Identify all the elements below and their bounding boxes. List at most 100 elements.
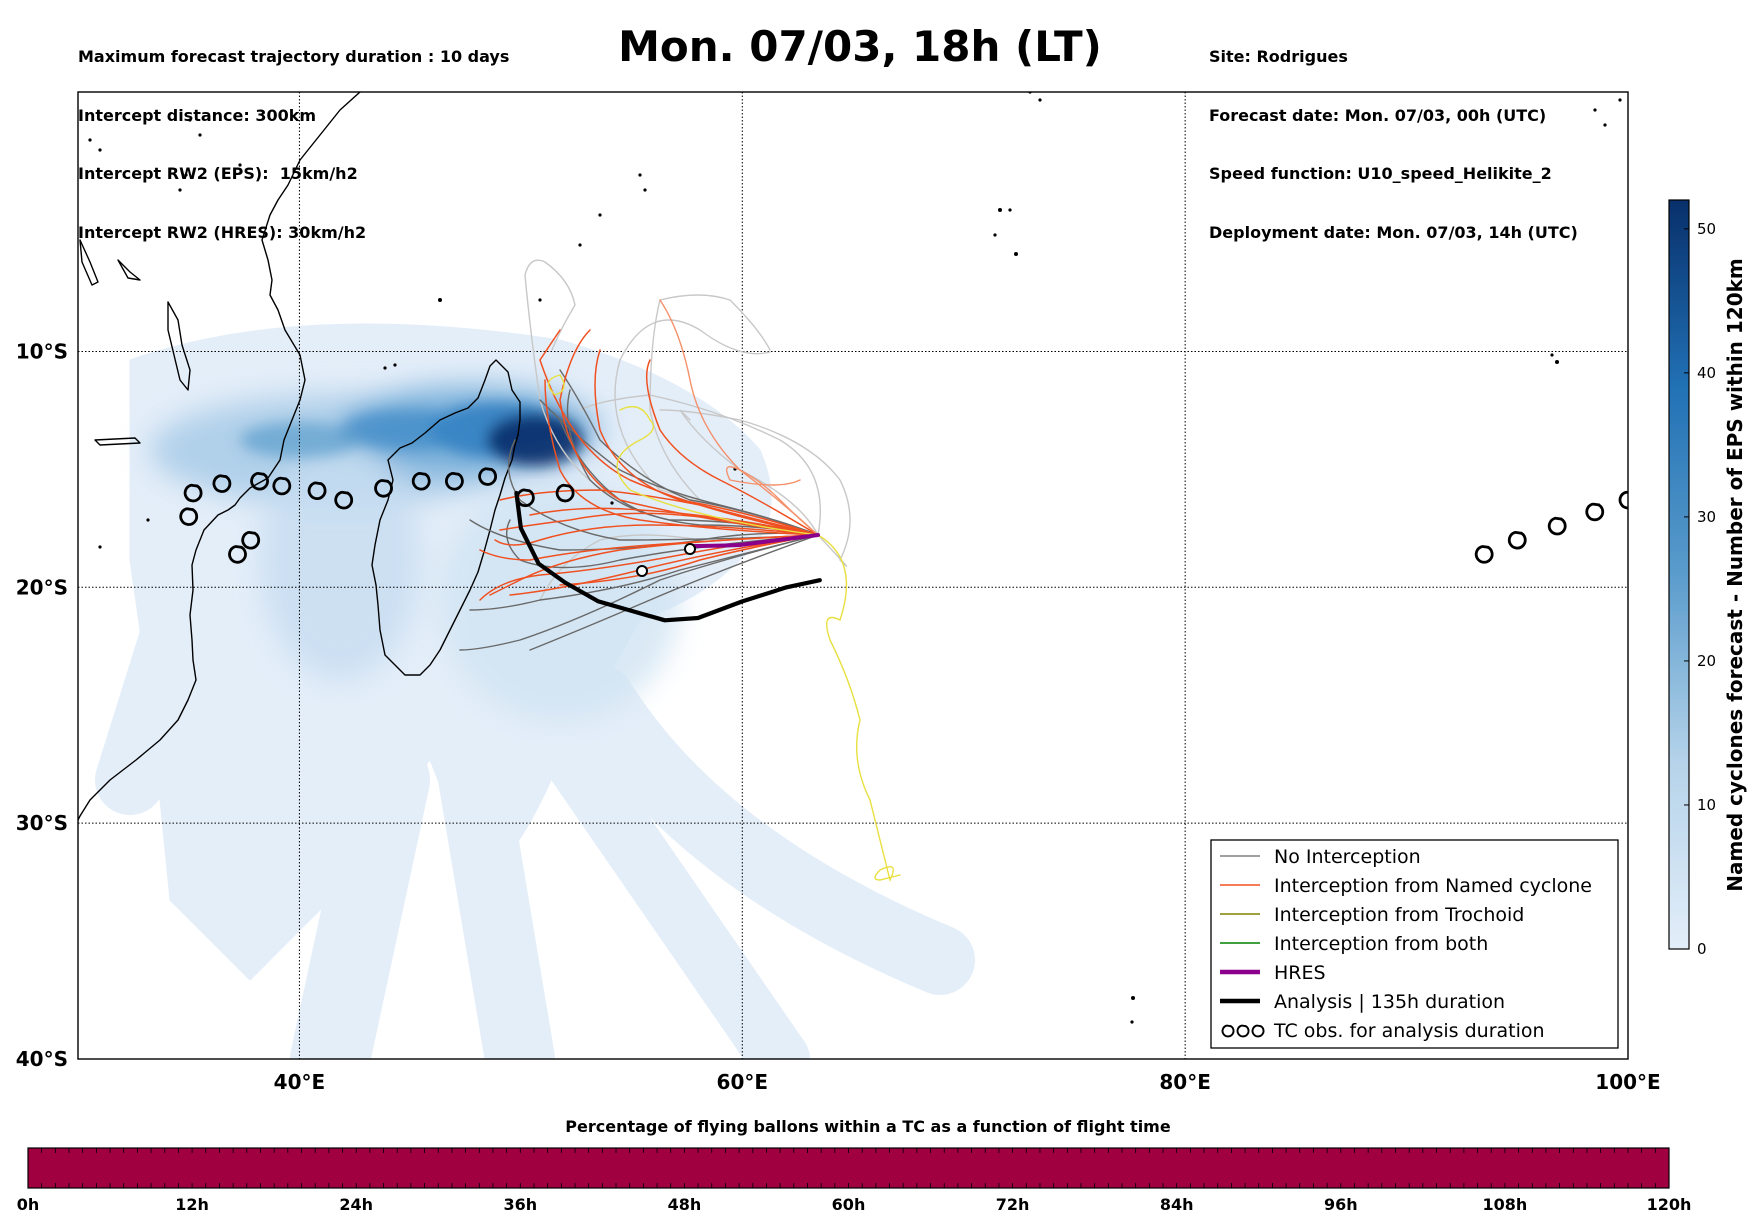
legend-entry: Analysis | 135h duration	[1220, 991, 1505, 1013]
island-coastline	[167, 301, 191, 391]
lon-tick-label: 60°E	[717, 1070, 769, 1094]
tc-obs-symbol	[515, 488, 535, 508]
legend-entry: HRES	[1220, 962, 1326, 984]
colorbar-tick-label: 40	[1697, 364, 1716, 382]
hres-endpoints	[636, 543, 696, 577]
legend-entry: Interception from Named cyclone	[1220, 875, 1592, 897]
header-right-line: Site: Rodrigues	[1209, 47, 1348, 66]
tc-obs-symbol	[374, 479, 393, 498]
africa-coastline	[78, 92, 361, 821]
latitude-tick-labels: 10°S 20°S 30°S 40°S	[16, 339, 68, 1071]
colorbar-label: Named cyclones forecast - Number of EPS …	[1723, 258, 1747, 892]
flight-time-tick-label: 48h	[668, 1195, 702, 1214]
header-right-line: Speed function: U10_speed_Helikite_2	[1209, 164, 1552, 183]
lat-tick-label: 20°S	[16, 575, 68, 599]
header-left-line: Intercept RW2 (EPS): 15km/h2	[78, 164, 358, 183]
tc-obs-symbol	[1507, 531, 1527, 550]
tc-obs-symbol	[478, 467, 497, 486]
lat-tick-label: 10°S	[16, 339, 68, 363]
header-left-line: Intercept distance: 300km	[78, 105, 317, 125]
colorbar-tick-label: 20	[1697, 652, 1716, 670]
island-coastline	[79, 239, 99, 286]
flight-time-tick-label: 12h	[175, 1195, 209, 1214]
longitude-tick-labels: 40°E 60°E 80°E 100°E	[274, 1070, 1661, 1094]
flight-time-tick-label: 0h	[17, 1195, 40, 1214]
flight-time-bar: Percentage of flying ballons within a TC…	[17, 1117, 1692, 1214]
legend-label: Interception from both	[1274, 933, 1488, 955]
legend-entry: Interception from Trochoid	[1220, 904, 1524, 926]
flight-time-tick-label: 36h	[503, 1195, 537, 1214]
colorbar-tick-labels: 0 10 20 30 40 50	[1684, 220, 1716, 958]
island-coastline	[94, 437, 141, 446]
header-left-line: Maximum forecast trajectory duration : 1…	[78, 47, 510, 66]
tc-obs-symbol	[411, 472, 431, 491]
legend-entry: TC obs. for analysis duration	[1221, 1020, 1545, 1042]
flight-time-bar-title: Percentage of flying ballons within a TC…	[565, 1117, 1171, 1136]
small-islands	[88, 92, 1622, 1024]
tc-obs-symbol	[241, 531, 261, 550]
legend-label: Interception from Trochoid	[1274, 904, 1524, 926]
colorbar-gradient	[1668, 199, 1690, 950]
legend-label: No Interception	[1274, 846, 1421, 868]
tc-obs-symbol	[1474, 545, 1494, 564]
tc-obs-symbol	[334, 490, 354, 510]
header-left-line: Intercept RW2 (HRES): 30km/h2	[78, 222, 367, 242]
flight-time-tick-labels: 0h 12h 24h 36h 48h 60h 72h 84h 96h 108h 120h	[17, 1195, 1692, 1214]
island-coastline	[117, 259, 141, 281]
legend: No Interception Interception from Named …	[1210, 839, 1619, 1049]
no-interception-trajectories	[459, 369, 819, 651]
colorbar-tick-label: 50	[1697, 220, 1716, 238]
map-frame	[77, 91, 1629, 1060]
header-right-line: Forecast date: Mon. 07/03, 00h (UTC)	[1209, 105, 1547, 125]
gridlines	[78, 92, 1628, 1059]
colorbar: 0 10 20 30 40 50 Named cyclones forecast - Nu…	[1668, 199, 1747, 958]
lon-tick-label: 100°E	[1595, 1070, 1660, 1094]
flight-time-tick-label: 60h	[832, 1195, 866, 1214]
legend-box	[1210, 839, 1619, 1049]
ensemble-trajectories	[459, 259, 901, 883]
flight-time-bar-fill	[27, 1147, 1670, 1189]
flight-time-tick-label: 96h	[1324, 1195, 1358, 1214]
legend-label: HRES	[1274, 962, 1326, 984]
tc-obs-symbol	[272, 476, 292, 496]
tc-obs-symbol	[250, 472, 269, 491]
flight-time-tick-label: 108h	[1483, 1195, 1528, 1214]
lon-tick-label: 80°E	[1159, 1070, 1211, 1094]
flight-time-bar-minor-ticks	[41, 1148, 1656, 1188]
tc-obs-symbol	[228, 545, 247, 564]
header-right-info: Site: Rodrigues Forecast date: Mon. 07/0…	[1209, 8, 1578, 262]
tc-obs-symbol	[212, 474, 232, 493]
lon-tick-label: 40°E	[274, 1070, 326, 1094]
cyclone-density-field	[95, 323, 975, 1059]
tc-obs-symbol	[1221, 1024, 1235, 1038]
legend-entry: No Interception	[1220, 846, 1421, 868]
tc-obs-symbol	[179, 507, 199, 526]
tc-obs-symbol	[1585, 502, 1605, 522]
tc-observation-symbols	[179, 467, 1628, 564]
legend-label: Analysis | 135h duration	[1274, 991, 1505, 1013]
lat-tick-label: 40°S	[16, 1047, 68, 1071]
legend-label: Interception from Named cyclone	[1274, 875, 1592, 897]
tc-obs-symbol	[1547, 516, 1567, 536]
flight-time-tick-label: 120h	[1647, 1195, 1692, 1214]
hres-trajectory	[688, 533, 820, 548]
tc-obs-symbol	[555, 483, 575, 503]
colorbar-tick-label: 0	[1697, 940, 1707, 958]
tc-obs-symbol	[445, 472, 464, 491]
tc-obs-symbol	[1251, 1024, 1265, 1038]
flight-time-tick-label: 72h	[996, 1195, 1030, 1214]
named-cyclone-interception-trajectories-light	[659, 299, 819, 536]
tc-obs-symbol	[1236, 1024, 1250, 1038]
page-title: Mon. 07/03, 18h (LT)	[618, 22, 1102, 71]
tc-obs-legend-icon	[1221, 1024, 1265, 1038]
named-cyclone-interception-trajectories	[479, 329, 819, 601]
tc-obs-symbol	[307, 481, 327, 501]
madagascar-coastline	[371, 359, 521, 676]
analysis-trajectory	[514, 490, 822, 623]
legend-entry: Interception from both	[1220, 933, 1488, 955]
legend-label: TC obs. for analysis duration	[1273, 1020, 1545, 1042]
flight-time-tick-label: 24h	[339, 1195, 373, 1214]
coastlines	[78, 92, 521, 821]
yellow-trajectories	[547, 374, 901, 883]
